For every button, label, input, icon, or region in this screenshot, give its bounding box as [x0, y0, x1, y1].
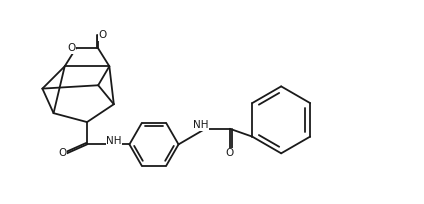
Text: NH: NH: [193, 120, 209, 130]
Text: O: O: [226, 148, 234, 158]
Text: NH: NH: [106, 136, 122, 146]
Text: O: O: [67, 43, 75, 53]
Text: O: O: [59, 148, 67, 158]
Text: O: O: [98, 30, 107, 40]
